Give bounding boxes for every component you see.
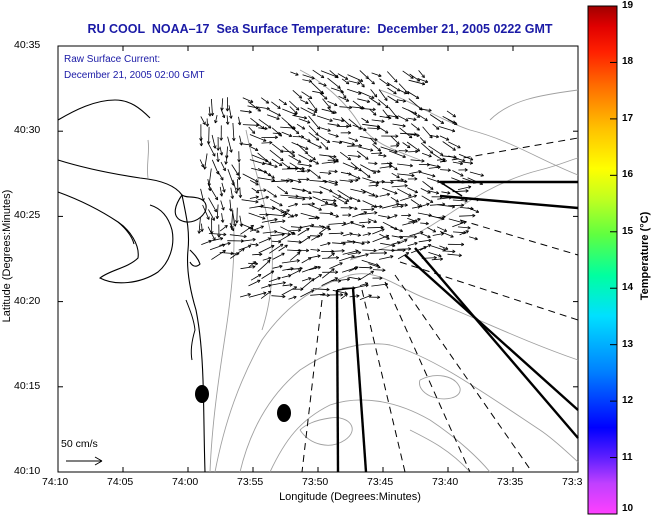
y-axis-label: Latitude (Degrees:Minutes) <box>1 189 13 323</box>
station-marker <box>277 404 291 422</box>
colorbar-tick-label: 11 <box>622 451 633 463</box>
colorbar-tick-label: 16 <box>622 169 634 181</box>
peninsula <box>185 299 196 361</box>
x-tick-label: 73:40 <box>432 476 459 488</box>
axis-ticks <box>57 45 579 473</box>
y-tick-label: 40:20 <box>14 294 41 307</box>
station-marker <box>195 385 209 403</box>
colorbar-tick-label: 15 <box>622 225 634 237</box>
x-tick-label: 73:50 <box>302 476 329 488</box>
colorbar <box>587 5 618 515</box>
colorbar-tick-label: 13 <box>622 338 634 350</box>
x-tick-label: 74:05 <box>107 476 134 488</box>
bathymetry-contours <box>146 69 579 473</box>
coastline <box>57 99 207 473</box>
x-tick-label: 73:35 <box>497 476 524 488</box>
x-tick-label: 73:3 <box>562 476 583 488</box>
colorbar-tick-label: 18 <box>622 56 634 68</box>
y-tick-label: 40:10 <box>14 465 41 477</box>
annotation-line1: Raw Surface Current: <box>64 54 161 65</box>
x-axis-label: Longitude (Degrees:Minutes) <box>279 491 421 503</box>
x-tick-label: 74:10 <box>42 476 69 488</box>
colorbar-tick-label: 12 <box>622 395 634 407</box>
y-tick-label: 40:35 <box>14 39 41 51</box>
y-tick-label: 40:15 <box>14 379 41 392</box>
colorbar-tick-label: 19 <box>622 0 634 11</box>
map-title: RU COOL NOAA–17 Sea Surface Temperature:… <box>87 22 553 36</box>
colorbar-tick-label: 17 <box>622 112 634 124</box>
colorbar-label: Temperature (°C) <box>639 211 651 301</box>
colorbar-tick-label: 10 <box>622 503 634 514</box>
plot-frame <box>57 45 579 473</box>
x-tick-label: 73:55 <box>237 476 264 488</box>
y-tick-label: 40:30 <box>14 124 41 137</box>
colorbar-tick-label: 14 <box>622 282 634 294</box>
scale-arrow-icon <box>66 456 103 466</box>
current-vectors <box>197 69 484 300</box>
x-tick-label: 74:00 <box>172 476 199 488</box>
colorbar-ticks <box>610 5 617 515</box>
y-tick-label: 40:25 <box>14 209 41 222</box>
scale-label: 50 cm/s <box>61 438 98 450</box>
annotation-line2: December 21, 2005 02:00 GMT <box>64 70 205 81</box>
x-tick-label: 73:45 <box>367 476 394 488</box>
